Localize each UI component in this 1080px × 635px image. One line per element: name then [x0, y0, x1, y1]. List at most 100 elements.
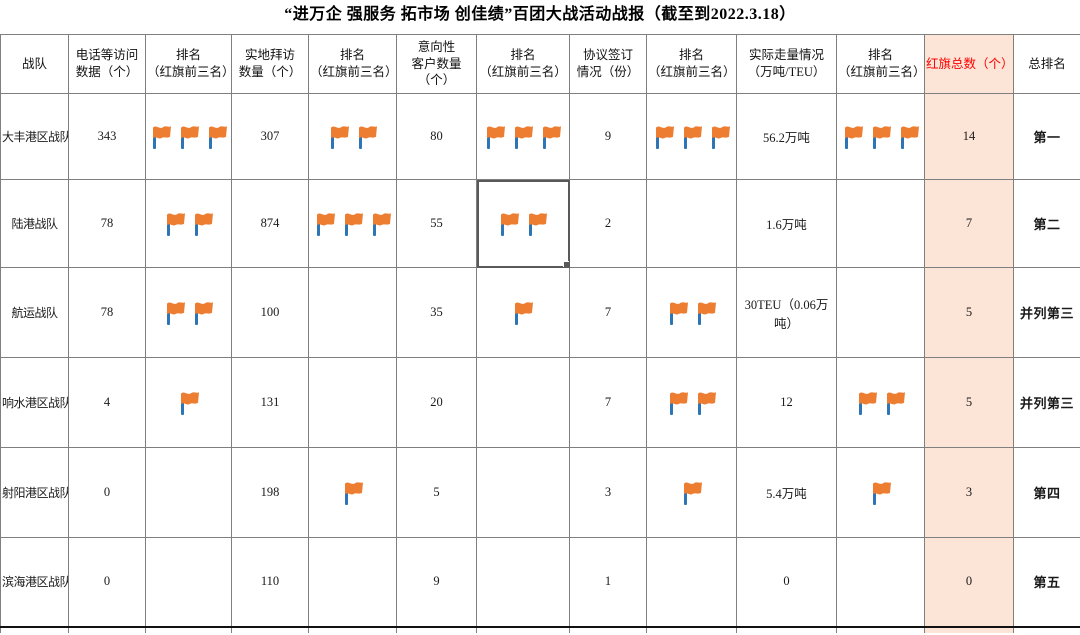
- cell-visit_rank[interactable]: [308, 93, 397, 180]
- cell-intent_rank[interactable]: [476, 447, 570, 538]
- cell-visit[interactable]: [231, 625, 309, 633]
- cell-agreement_rank[interactable]: [646, 93, 737, 180]
- cell-volume_rank[interactable]: [836, 357, 925, 448]
- cell-agreement[interactable]: 1: [569, 537, 647, 628]
- cell-flag_total[interactable]: 5: [924, 357, 1014, 448]
- cell-intent_rank[interactable]: [476, 537, 570, 628]
- cell-phone[interactable]: 4: [68, 357, 146, 448]
- column-header-team[interactable]: 战队: [0, 34, 69, 94]
- cell-visit_rank[interactable]: [308, 357, 397, 448]
- cell-volume[interactable]: 1.6万吨: [736, 179, 837, 268]
- column-header-agreement_rank[interactable]: 排名 （红旗前三名）: [646, 34, 737, 94]
- column-header-intent[interactable]: 意向性 客户数量 （个）: [396, 34, 477, 94]
- cell-agreement_rank[interactable]: [646, 447, 737, 538]
- cell-team[interactable]: 响水港区战队: [0, 357, 69, 448]
- cell-flag_total[interactable]: 14: [924, 93, 1014, 180]
- cell-visit[interactable]: 307: [231, 93, 309, 180]
- cell-visit[interactable]: 110: [231, 537, 309, 628]
- cell-volume[interactable]: 30TEU（0.06万吨）: [736, 267, 837, 358]
- cell-volume_rank[interactable]: [836, 179, 925, 268]
- cell-agreement[interactable]: [569, 625, 647, 633]
- cell-visit[interactable]: 198: [231, 447, 309, 538]
- cell-phone_rank[interactable]: [145, 447, 232, 538]
- cell-phone[interactable]: 343: [68, 93, 146, 180]
- cell-intent_rank[interactable]: [476, 93, 570, 180]
- cell-volume[interactable]: 56.2万吨: [736, 93, 837, 180]
- column-header-overall[interactable]: 总排名: [1013, 34, 1080, 94]
- cell-visit_rank[interactable]: [308, 537, 397, 628]
- cell-intent[interactable]: 80: [396, 93, 477, 180]
- cell-flag_total[interactable]: 7: [924, 179, 1014, 268]
- cell-visit_rank[interactable]: [308, 447, 397, 538]
- cell-visit_rank[interactable]: [308, 267, 397, 358]
- column-header-phone_rank[interactable]: 排名 （红旗前三名）: [145, 34, 232, 94]
- cell-agreement_rank[interactable]: [646, 625, 737, 633]
- cell-intent[interactable]: 55: [396, 179, 477, 268]
- column-header-flag_total[interactable]: 红旗总数（个）: [924, 34, 1014, 94]
- cell-flag_total[interactable]: 3: [924, 447, 1014, 538]
- cell-team[interactable]: 大丰港区战队: [0, 93, 69, 180]
- cell-agreement[interactable]: 3: [569, 447, 647, 538]
- column-header-intent_rank[interactable]: 排名 （红旗前三名）: [476, 34, 570, 94]
- cell-visit_rank[interactable]: [308, 179, 397, 268]
- column-header-visit[interactable]: 实地拜访 数量（个）: [231, 34, 309, 94]
- cell-intent[interactable]: 5: [396, 447, 477, 538]
- cell-intent_rank[interactable]: [476, 357, 570, 448]
- cell-phone_rank[interactable]: [145, 93, 232, 180]
- cell-agreement[interactable]: 7: [569, 267, 647, 358]
- cell-intent_rank[interactable]: [476, 625, 570, 633]
- cell-agreement[interactable]: 9: [569, 93, 647, 180]
- cell-volume_rank[interactable]: [836, 537, 925, 628]
- cell-phone_rank[interactable]: [145, 179, 232, 268]
- cell-overall[interactable]: 第一: [1013, 93, 1080, 180]
- cell-phone[interactable]: 78: [68, 267, 146, 358]
- cell-phone[interactable]: 78: [68, 179, 146, 268]
- cell-overall[interactable]: 并列第三: [1013, 357, 1080, 448]
- cell-volume_rank[interactable]: [836, 447, 925, 538]
- cell-visit[interactable]: 100: [231, 267, 309, 358]
- cell-team[interactable]: [0, 625, 69, 633]
- column-header-volume[interactable]: 实际走量情况 （万吨/TEU）: [736, 34, 837, 94]
- selected-cell-intent_rank[interactable]: [476, 179, 570, 268]
- cell-team[interactable]: 射阳港区战队: [0, 447, 69, 538]
- cell-team[interactable]: 航运战队: [0, 267, 69, 358]
- cell-volume[interactable]: 12: [736, 357, 837, 448]
- column-header-phone[interactable]: 电话等访问 数据（个）: [68, 34, 146, 94]
- cell-phone_rank[interactable]: [145, 537, 232, 628]
- cell-agreement_rank[interactable]: [646, 179, 737, 268]
- column-header-visit_rank[interactable]: 排名 （红旗前三名）: [308, 34, 397, 94]
- cell-agreement[interactable]: 2: [569, 179, 647, 268]
- cell-phone_rank[interactable]: [145, 267, 232, 358]
- cell-agreement[interactable]: 7: [569, 357, 647, 448]
- cell-agreement_rank[interactable]: [646, 357, 737, 448]
- cell-visit_rank[interactable]: [308, 625, 397, 633]
- cell-phone_rank[interactable]: [145, 357, 232, 448]
- cell-flag_total[interactable]: 0: [924, 537, 1014, 628]
- cell-intent[interactable]: [396, 625, 477, 633]
- cell-team[interactable]: 陆港战队: [0, 179, 69, 268]
- cell-overall[interactable]: 第四: [1013, 447, 1080, 538]
- column-header-volume_rank[interactable]: 排名 （红旗前三名）: [836, 34, 925, 94]
- cell-volume_rank[interactable]: [836, 267, 925, 358]
- cell-visit[interactable]: 131: [231, 357, 309, 448]
- cell-flag_total[interactable]: [924, 625, 1014, 633]
- cell-phone[interactable]: [68, 625, 146, 633]
- cell-volume[interactable]: 0: [736, 537, 837, 628]
- cell-flag_total[interactable]: 5: [924, 267, 1014, 358]
- column-header-agreement[interactable]: 协议签订 情况（份）: [569, 34, 647, 94]
- cell-phone[interactable]: 0: [68, 537, 146, 628]
- cell-intent[interactable]: 35: [396, 267, 477, 358]
- cell-volume[interactable]: 5.4万吨: [736, 447, 837, 538]
- cell-volume[interactable]: [736, 625, 837, 633]
- cell-agreement_rank[interactable]: [646, 537, 737, 628]
- cell-overall[interactable]: 第五: [1013, 537, 1080, 628]
- cell-intent[interactable]: 9: [396, 537, 477, 628]
- cell-overall[interactable]: [1013, 625, 1080, 633]
- cell-overall[interactable]: 第二: [1013, 179, 1080, 268]
- cell-overall[interactable]: 并列第三: [1013, 267, 1080, 358]
- cell-intent[interactable]: 20: [396, 357, 477, 448]
- cell-intent_rank[interactable]: [476, 267, 570, 358]
- cell-volume_rank[interactable]: [836, 625, 925, 633]
- cell-visit[interactable]: 874: [231, 179, 309, 268]
- cell-phone_rank[interactable]: [145, 625, 232, 633]
